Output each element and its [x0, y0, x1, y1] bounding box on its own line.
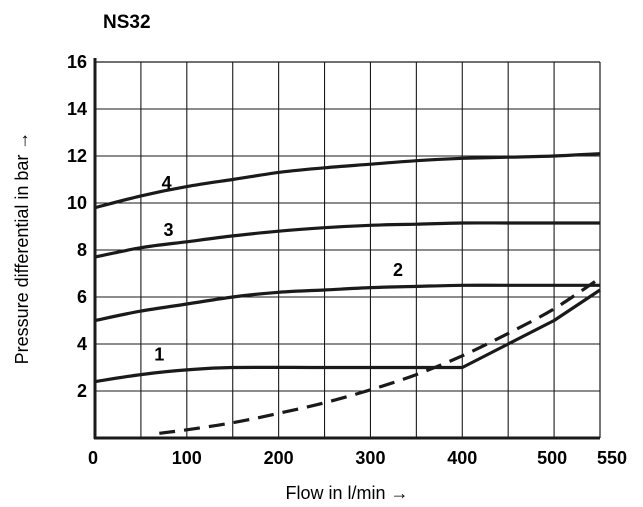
y-tick-label: 6 [77, 287, 87, 307]
curve-label-4: 4 [162, 173, 172, 193]
y-tick-label: 2 [77, 381, 87, 401]
y-tick-label: 10 [67, 193, 87, 213]
x-tick-label: 400 [447, 448, 477, 468]
y-axis-label: Pressure differential in bar → [12, 132, 32, 365]
x-tick-label: 200 [264, 448, 294, 468]
x-tick-label: 550 [597, 448, 627, 468]
curve-label-2: 2 [393, 260, 403, 280]
y-tick-label: 4 [77, 334, 87, 354]
series-2-line [94, 283, 600, 323]
x-axis-label: Flow in l/min → [285, 483, 408, 503]
curve-labels: 1 2 3 4 [154, 173, 403, 365]
y-tick-label: 8 [77, 240, 87, 260]
series-1-line [94, 288, 601, 384]
series-3-line [94, 221, 600, 259]
x-tick-label: 500 [537, 448, 567, 468]
y-tick-label: 16 [67, 52, 87, 72]
x-tick-label: 100 [172, 448, 202, 468]
y-tick-label: 12 [67, 146, 87, 166]
series-4-line [94, 152, 601, 210]
x-tick-label: 300 [355, 448, 385, 468]
y-tick-label: 14 [67, 99, 87, 119]
grid [95, 61, 601, 438]
curve-label-1: 1 [154, 344, 164, 364]
series-group [94, 152, 601, 435]
x-tick-label: 0 [88, 448, 98, 468]
curve-label-3: 3 [163, 220, 173, 240]
chart-title: NS32 [103, 12, 151, 33]
dashed-curve [159, 276, 601, 435]
